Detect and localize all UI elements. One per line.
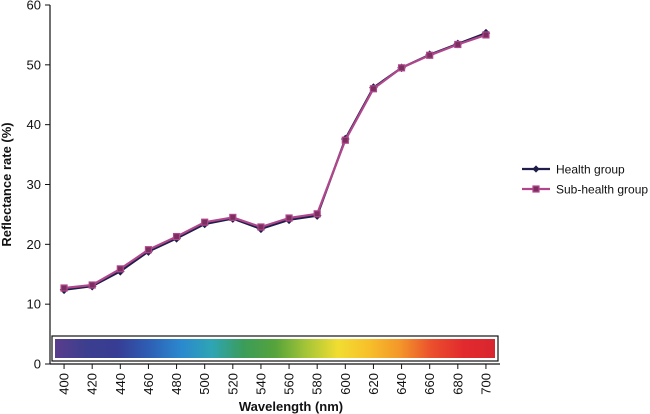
data-point	[229, 213, 237, 222]
x-tick-label: 520	[225, 373, 240, 395]
y-tick-label: 40	[27, 117, 41, 132]
x-tick-label: 600	[338, 373, 353, 395]
legend-marker	[532, 165, 540, 173]
x-tick-label: 460	[141, 373, 156, 395]
data-point	[285, 214, 293, 222]
data-point	[201, 218, 209, 226]
data-point	[426, 51, 434, 59]
legend-item: Sub-health group	[522, 183, 648, 197]
data-point	[116, 265, 124, 273]
data-point	[482, 31, 490, 39]
data-point	[60, 284, 68, 292]
data-point	[454, 40, 462, 49]
data-point	[341, 136, 349, 144]
series-line	[63, 32, 487, 291]
x-tick-label: 660	[422, 373, 437, 395]
y-tick-label: 30	[27, 177, 41, 192]
x-tick-label: 560	[282, 373, 297, 395]
y-axis-title: Reflectance rate (%)	[0, 122, 14, 246]
series-2	[60, 31, 490, 292]
series-line	[63, 33, 487, 290]
y-tick-label: 60	[27, 0, 41, 13]
x-tick-label: 640	[394, 373, 409, 395]
x-tick-label: 540	[253, 373, 268, 395]
legend-label: Health group	[556, 163, 625, 177]
y-tick-label: 50	[27, 57, 41, 72]
legend-marker	[532, 185, 540, 193]
data-point	[313, 210, 321, 218]
x-tick-label: 400	[57, 373, 72, 395]
data-point	[397, 64, 406, 72]
x-tick-label: 480	[169, 373, 184, 395]
legend: Health group Sub-health group	[522, 163, 648, 197]
data-point	[172, 232, 181, 241]
legend-item: Health group	[522, 163, 625, 177]
data-point	[369, 85, 378, 93]
series-1	[59, 28, 491, 295]
wavelength-spectrum-bar	[51, 335, 499, 362]
legend-label: Sub-health group	[556, 183, 648, 197]
x-tick-label: 620	[366, 373, 381, 395]
series-layer	[59, 28, 491, 295]
axes: 0 10 20 30 40 50 60 400 420 440 460 480 500 520 540 560…	[27, 0, 500, 395]
x-tick-label: 680	[450, 373, 465, 395]
y-tick-label: 0	[34, 357, 41, 372]
x-tick-label: 580	[310, 373, 325, 395]
x-tick-label: 500	[197, 373, 212, 395]
y-tick-label: 10	[27, 297, 41, 312]
x-tick-label: 420	[85, 373, 100, 395]
y-tick-label: 20	[27, 237, 41, 252]
data-point	[88, 281, 96, 289]
x-axis-title: Wavelength (nm)	[239, 399, 343, 414]
x-tick-label: 440	[113, 373, 128, 395]
data-point	[257, 223, 265, 231]
data-point	[144, 246, 153, 254]
spectrum-gradient	[55, 339, 495, 358]
x-tick-label: 700	[478, 373, 493, 395]
